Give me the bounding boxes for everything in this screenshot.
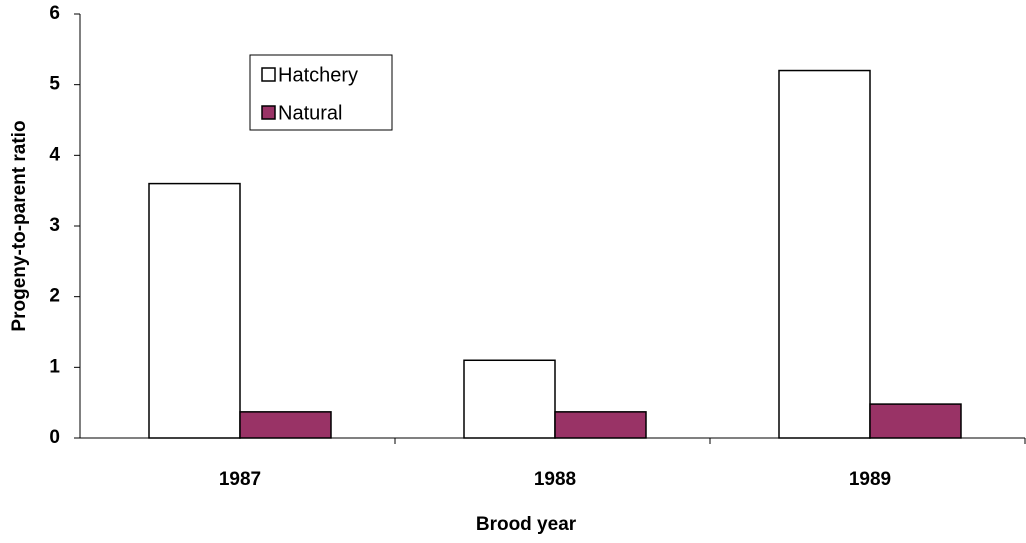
bar xyxy=(148,182,241,439)
y-tick-label: 5 xyxy=(49,74,60,95)
x-tick-label: 1988 xyxy=(534,469,576,490)
x-tick-label: 1989 xyxy=(849,469,891,490)
y-tick-label: 0 xyxy=(49,427,60,448)
bar xyxy=(869,403,962,439)
legend-label: Natural xyxy=(278,102,342,124)
legend-swatch xyxy=(261,67,276,82)
y-axis-title: Progeny-to-parent ratio xyxy=(9,120,30,331)
bar xyxy=(239,411,332,439)
x-tick-label: 1987 xyxy=(219,469,261,490)
y-tick-label: 3 xyxy=(49,215,60,236)
bar xyxy=(463,359,556,439)
legend-swatch xyxy=(261,105,276,120)
x-axis-title: Brood year xyxy=(476,514,577,535)
bar xyxy=(778,69,871,439)
y-tick-label: 1 xyxy=(49,356,60,377)
y-tick-label: 6 xyxy=(49,3,60,24)
legend-label: Hatchery xyxy=(278,64,358,86)
bar xyxy=(554,411,647,439)
y-tick-label: 2 xyxy=(49,286,60,307)
y-tick-label: 4 xyxy=(49,144,60,165)
